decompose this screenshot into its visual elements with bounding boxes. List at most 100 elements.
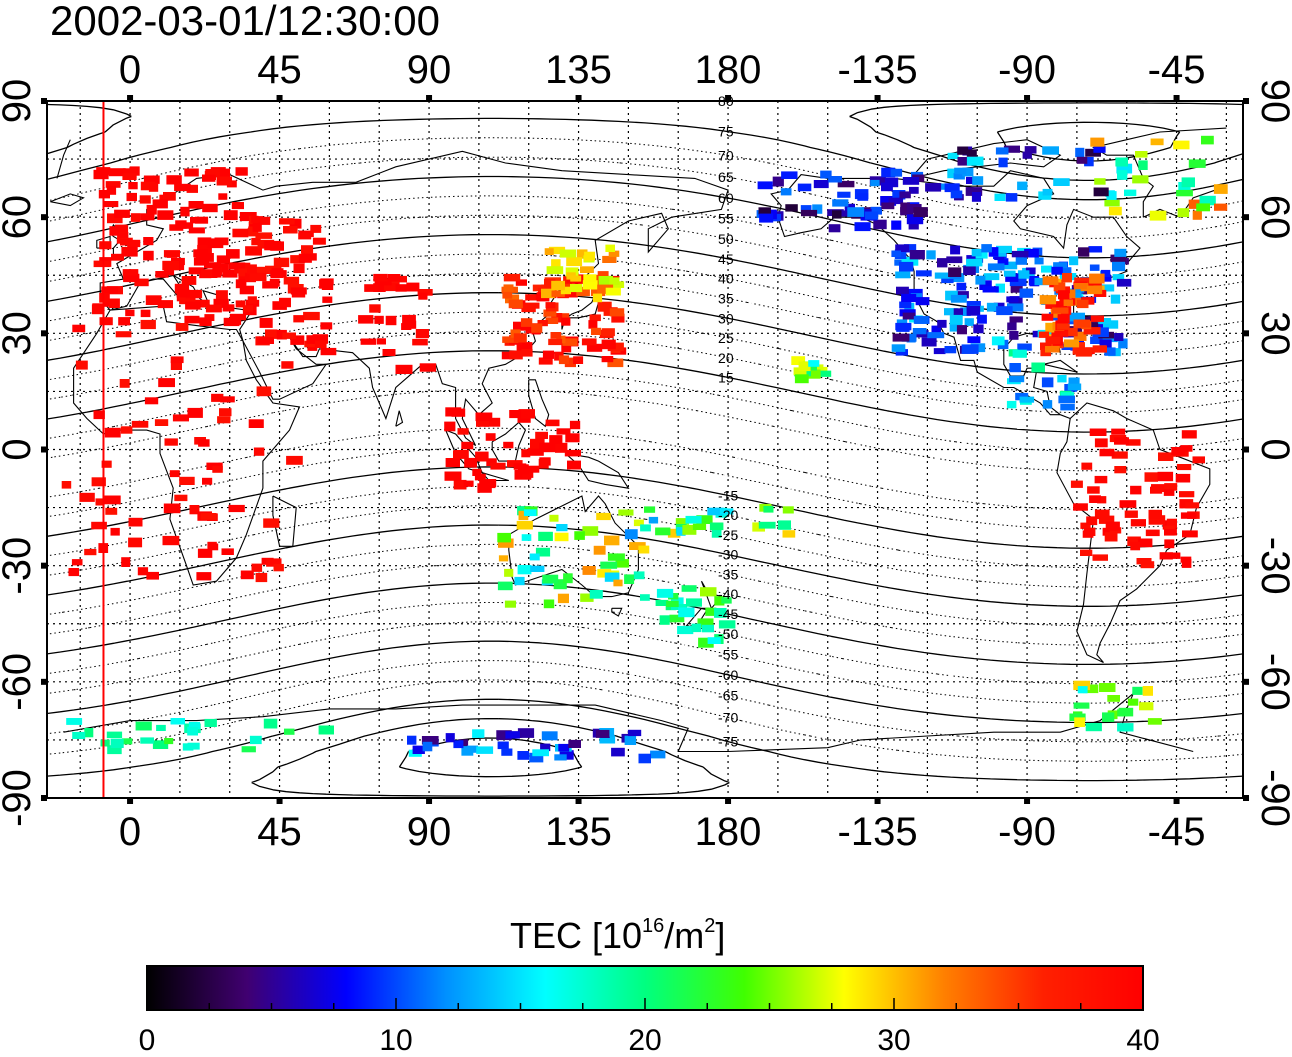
tec-cell — [899, 301, 912, 309]
tec-cell — [516, 342, 533, 352]
tec-cell — [99, 317, 113, 326]
bottom-lon-label: 135 — [545, 810, 612, 854]
tec-cell — [591, 327, 602, 335]
tec-cell — [950, 245, 961, 255]
tec-cell — [1001, 261, 1018, 270]
tec-cell — [242, 305, 253, 312]
tec-cell — [609, 277, 620, 285]
tec-cell — [847, 207, 865, 217]
tec-cell — [121, 557, 131, 567]
tec-cell — [517, 728, 535, 738]
mlat-contour — [47, 137, 1243, 220]
tec-cell — [464, 457, 477, 468]
top-tick — [1173, 95, 1180, 101]
right-lat-label: 30 — [1253, 311, 1292, 356]
tec-cell — [198, 439, 210, 447]
tec-cell — [543, 309, 557, 317]
tec-cell — [298, 253, 312, 263]
left-tick — [41, 330, 47, 337]
tec-cell — [155, 271, 169, 278]
tec-cell — [1176, 464, 1192, 471]
tec-cell — [202, 477, 213, 485]
tec-cell — [903, 244, 917, 253]
tec-cell — [293, 315, 305, 323]
tec-cell — [376, 338, 386, 345]
tec-cell — [312, 237, 326, 245]
tec-cell — [105, 507, 118, 515]
tec-cell — [1042, 276, 1059, 285]
tec-cell — [692, 523, 707, 530]
tec-cell — [1057, 375, 1067, 383]
tec-cell — [902, 177, 920, 185]
tec-cell — [1101, 284, 1115, 292]
tec-cell — [286, 455, 303, 465]
tec-cell — [1058, 290, 1070, 300]
tec-cell — [899, 191, 911, 199]
tec-cell — [131, 420, 149, 428]
tec-cell — [1082, 684, 1099, 694]
tec-cell — [318, 725, 334, 735]
tec-cell — [997, 258, 1009, 265]
tec-cell — [655, 599, 669, 606]
left-lat-label: 90 — [0, 79, 39, 124]
tec-cell — [944, 183, 960, 193]
tec-cell — [1199, 195, 1216, 206]
tec-cell — [123, 273, 140, 283]
tec-cell — [256, 386, 272, 397]
tec-cell — [1094, 475, 1108, 484]
tec-cell — [564, 357, 576, 368]
tec-cell — [925, 183, 942, 192]
tec-cell — [1173, 140, 1190, 150]
tec-cell — [1009, 277, 1027, 287]
tec-cell — [518, 409, 535, 419]
tec-cell — [472, 729, 485, 738]
tec-cell — [1140, 561, 1155, 569]
tec-cell — [1077, 686, 1088, 694]
tec-cell — [251, 216, 264, 223]
tec-cell — [950, 190, 963, 199]
tec-cell — [618, 509, 634, 516]
mlat-label: -25 — [718, 527, 738, 543]
tec-cell — [597, 301, 612, 312]
tec-cell — [949, 322, 963, 332]
tec-cell — [152, 199, 168, 209]
map-background — [47, 101, 1243, 798]
tec-cell — [601, 328, 615, 337]
tec-cell — [121, 738, 133, 745]
tec-cell — [240, 570, 254, 580]
tec-cell — [1056, 323, 1070, 330]
tec-cell — [387, 274, 401, 281]
tec-cell — [613, 579, 623, 587]
tec-cell — [544, 278, 556, 289]
tec-cell — [523, 509, 537, 517]
coastline — [272, 495, 297, 547]
tec-cell — [497, 581, 513, 591]
tec-cell — [607, 342, 624, 352]
tec-cell — [518, 464, 529, 475]
tec-cell — [1087, 486, 1100, 494]
tec-cell — [204, 718, 217, 727]
tec-cell — [696, 515, 713, 524]
tec-cell — [1185, 502, 1200, 509]
tec-cell — [1007, 303, 1024, 312]
tec-cell — [794, 374, 809, 384]
mlat-label: 35 — [718, 291, 734, 307]
left-tick — [41, 446, 47, 453]
tec-cell — [1105, 521, 1120, 531]
mlat-label: -50 — [718, 626, 738, 642]
tec-cell — [711, 527, 722, 538]
tec-cell — [640, 594, 650, 601]
tec-cell — [154, 419, 169, 426]
top-lon-label: 180 — [695, 48, 762, 92]
tec-cell — [1101, 269, 1111, 277]
tec-cell — [260, 216, 271, 225]
tec-cell — [1148, 509, 1162, 519]
tec-cell — [954, 167, 967, 175]
tec-cell — [1181, 558, 1192, 568]
tec-cell — [184, 315, 200, 324]
tec-cell — [1138, 160, 1148, 170]
tec-cell — [1104, 199, 1120, 207]
tec-cell — [144, 397, 159, 405]
tec-cell — [485, 433, 496, 441]
tec-cell — [996, 245, 1012, 253]
